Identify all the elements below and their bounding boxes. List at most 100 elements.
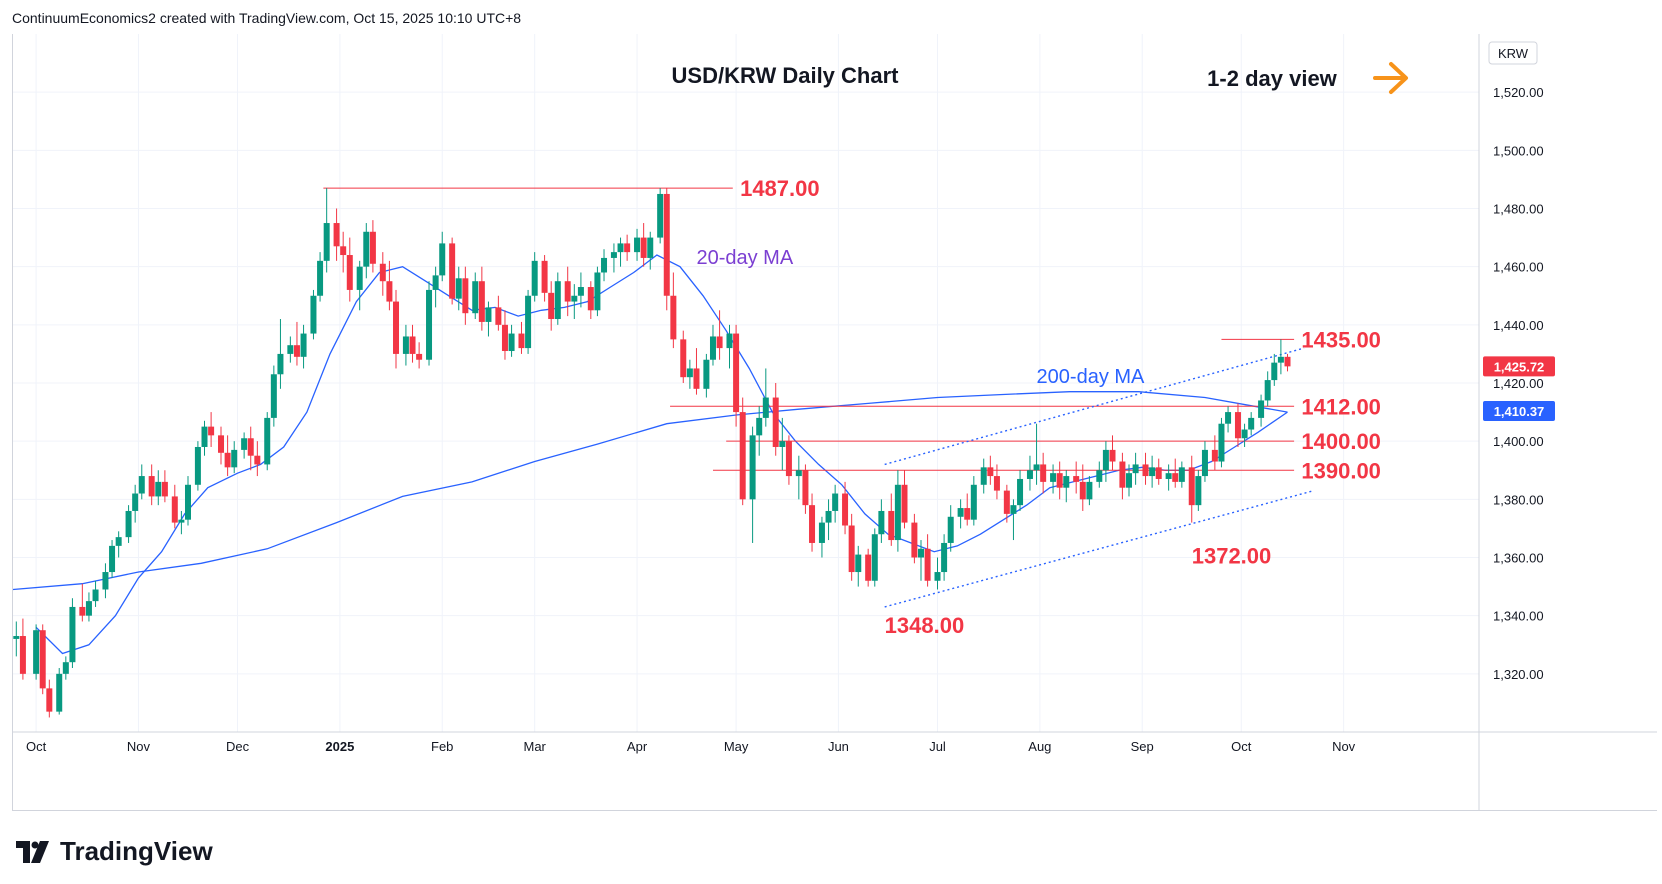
y-tick-label: 1,400.00 [1493,434,1544,449]
y-tick-label: 1,340.00 [1493,609,1544,624]
x-tick-label: May [724,739,749,754]
candle-body [171,496,178,523]
candle-body [46,688,53,712]
candle-body [1277,356,1284,363]
candle [379,252,386,296]
candle-body [617,243,624,253]
tradingview-logo-icon [16,840,49,863]
candle-body [379,263,386,282]
view-label: 1-2 day view [1207,66,1338,91]
candle-body [1264,380,1271,401]
candle [1277,339,1284,375]
candle [393,289,400,369]
time-axis[interactable]: Oct Nov Dec 2025 Feb Mar Apr May Jun Jul Aug Sep Oct… [26,739,1356,754]
y-tick-label: 1,360.00 [1493,551,1544,566]
x-tick-label: Oct [26,739,47,754]
x-tick-label: Jul [929,739,946,754]
candle [1102,441,1109,482]
candle [1264,371,1271,407]
candle [287,336,294,363]
candle-body [726,333,733,349]
price-tag: 1,425.72 [1483,356,1555,377]
candle-body [439,243,446,276]
symbol-label: KRW [1498,46,1529,61]
candle-body [825,510,832,523]
candle [525,289,532,354]
candle [1178,461,1185,488]
candle [346,237,353,302]
candle [795,455,802,500]
candle-body [779,441,786,447]
candle [254,441,261,477]
candle [148,464,155,506]
y-tick-label: 1,440.00 [1493,318,1544,333]
candle [1119,452,1126,500]
candle [1284,353,1291,372]
candle-body [62,662,69,674]
price-axis[interactable]: 1,320.00 1,340.00 1,360.00 1,380.00 1,400.00… [1483,85,1555,682]
y-tick-label: 1,320.00 [1493,667,1544,682]
y-tick-label: 1,420.00 [1493,376,1544,391]
candle-body [1086,481,1093,500]
candle [1195,470,1202,511]
x-tick-label: Nov [1332,739,1356,754]
candle [1165,464,1172,491]
candle [79,583,86,622]
price-tag-label: 1,410.37 [1494,404,1545,419]
level-label: 1487.00 [740,176,820,201]
candle-body [1079,481,1086,500]
candle [363,223,370,279]
candle-body [1172,473,1179,482]
candle-body [1026,470,1033,479]
candle-body [148,476,155,497]
candle-body [1003,490,1010,514]
candle-body [356,266,363,290]
level-label: 1412.00 [1301,394,1381,419]
x-tick-label: Jun [828,739,849,754]
candle [1218,417,1225,468]
symbol-badge[interactable] [1488,41,1538,65]
candle-body [871,534,878,581]
level-label: 1400.00 [1301,429,1381,454]
candle [1248,412,1255,436]
candle [640,223,647,267]
candle-body [640,237,647,258]
candle [1086,476,1093,506]
candle-body [449,243,456,299]
candle-body [369,231,376,264]
candle-body [577,287,584,296]
trend-channel [884,347,1315,608]
candle [924,534,931,587]
candle-body [132,493,139,511]
candle [1149,455,1156,488]
tradingview-logo[interactable]: TradingView [16,836,213,867]
candle [1155,458,1162,485]
candle-body [554,281,561,320]
chart-pane[interactable]: 1487.00 1435.00 1412.00 1400.00 1390.00 1348.… [12,34,1657,811]
candle-body [541,260,548,293]
candle [132,484,139,523]
candle-body [1234,412,1241,439]
candle [184,476,191,526]
candle [1225,406,1232,433]
candle [1241,423,1248,447]
candle [138,464,145,500]
candle-body [855,554,862,573]
candle [241,432,248,459]
candle [825,499,832,541]
candle-body [393,301,400,354]
candle-body [548,292,555,320]
chart-attribution: ContinuumEconomics2 created with Trading… [12,10,522,26]
candle [115,531,122,558]
candle [911,513,918,564]
candlestick-chart[interactable]: 1487.00 1435.00 1412.00 1400.00 1390.00 1348.… [13,34,1657,810]
annotation-label: 1348.00 [885,613,965,638]
candle-body [323,223,330,261]
candle [472,272,479,320]
candle [369,220,376,273]
candle [495,295,502,331]
candle [39,624,46,695]
candle [178,510,185,535]
x-tick-label: Nov [127,739,151,754]
candle-body [1195,476,1202,506]
